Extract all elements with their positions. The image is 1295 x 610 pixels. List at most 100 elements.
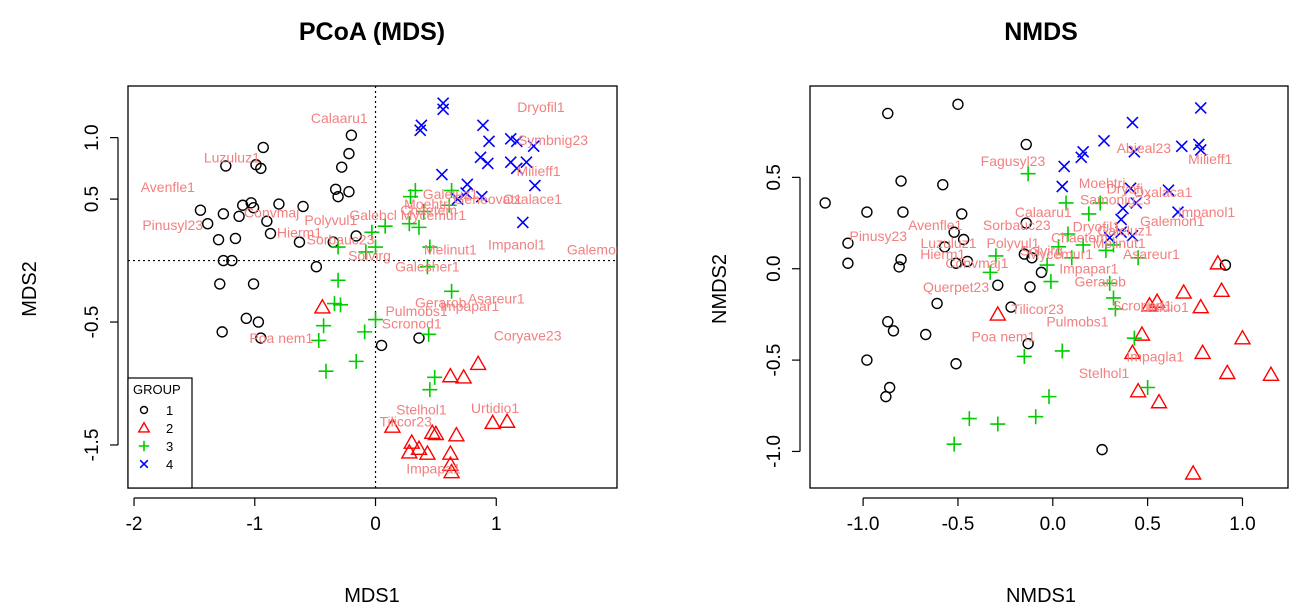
pcoa-point-group-1: [332, 190, 344, 203]
nmds-point-group-1: [931, 297, 943, 310]
nmds-site-label: Calaaru1: [1015, 204, 1072, 220]
nmds-site-label: Mycemur1: [1028, 246, 1094, 262]
pcoa-point-group-1: [201, 217, 214, 230]
pcoa-point-group-2: [423, 423, 441, 440]
nmds-site-label: Pinusy23: [849, 228, 907, 244]
pcoa-point-group-2: [498, 412, 516, 428]
nmds-y-tick-label: 0.5: [764, 164, 785, 190]
nmds-point-group-3: [1092, 195, 1108, 211]
pcoa-point-group-1: [233, 210, 245, 223]
nmds-point-group-4: [1171, 206, 1185, 219]
nmds-point-group-1: [938, 241, 951, 253]
nmds-point-group-3: [1041, 389, 1057, 405]
nmds-site-label: Pulmobs1: [1046, 314, 1108, 330]
nmds-point-group-1: [893, 261, 905, 273]
pcoa-point-group-4: [510, 135, 523, 148]
pcoa-y-tick-label: -0.5: [82, 306, 103, 339]
pcoa-point-group-1: [375, 339, 388, 352]
pcoa-point-group-4: [527, 140, 540, 153]
pcoa-point-group-2: [441, 444, 460, 460]
pcoa-point-group-3: [330, 239, 346, 255]
nmds-point-group-3: [1107, 301, 1123, 317]
pcoa-site-label: Tilicor23: [380, 414, 433, 430]
pcoa-site-label: Hierm1: [277, 224, 322, 240]
nmds-point-group-1: [992, 279, 1004, 291]
pcoa-point-group-1: [293, 236, 306, 248]
nmds-point-group-1: [1026, 252, 1038, 264]
nmds-point-group-2: [1212, 281, 1231, 297]
pcoa-site-label: Sorbauc23: [307, 232, 375, 248]
pcoa-legend-marker-2: [137, 421, 151, 433]
nmds-point-group-2: [1123, 343, 1142, 360]
pcoa-point-group-2: [418, 444, 437, 460]
pcoa-site-label: Galesher1: [395, 259, 460, 275]
nmds-point-group-3: [1075, 237, 1091, 253]
pcoa-point-group-1: [229, 232, 242, 245]
nmds-point-group-1: [895, 253, 907, 266]
pcoa-legend-box: [127, 377, 193, 489]
nmds-point-group-2: [1150, 393, 1168, 409]
nmds-site-label: Querpet23: [923, 279, 989, 295]
pcoa-point-group-4: [516, 216, 529, 229]
pcoa-point-group-2: [454, 368, 473, 384]
nmds-point-group-1: [1035, 266, 1048, 279]
nmds-site-label: Solvirg: [1020, 242, 1063, 258]
pcoa-point-group-2: [400, 443, 419, 459]
nmds-point-group-3: [1058, 195, 1074, 211]
nmds-site-label: Milieff1: [1188, 151, 1232, 167]
pcoa-site-label: Galeluz1: [423, 186, 478, 202]
pcoa-x-axis-label: MDS1: [344, 585, 400, 607]
nmds-point-group-2: [1129, 382, 1147, 398]
nmds-site-label: Asareur1: [1123, 246, 1180, 262]
nmds-point-group-1: [882, 316, 894, 328]
nmds-point-group-4: [1162, 184, 1175, 197]
nmds-site-label: Impagla1: [1126, 348, 1184, 364]
pcoa-point-group-3: [364, 224, 380, 240]
nmds-point-group-1: [952, 98, 964, 110]
pcoa-site-label: Calaaru1: [311, 110, 368, 126]
pcoa-legend-label: 3: [166, 439, 173, 454]
pcoa-point-group-1: [247, 202, 260, 214]
pcoa-legend-title: GROUP: [133, 382, 181, 397]
nmds-plot-frame: [809, 85, 1289, 489]
nmds-point-group-1: [1005, 301, 1017, 313]
nmds-x-tick-label: 0.5: [1134, 514, 1160, 535]
pcoa-point-group-1: [240, 312, 253, 325]
pcoa-site-label: Gerarob: [415, 294, 467, 310]
nmds-x-tick-label: 1.0: [1229, 514, 1255, 535]
pcoa-point-group-2: [483, 413, 502, 430]
nmds-point-group-1: [961, 255, 974, 268]
pcoa-site-label: Polyvul1: [304, 212, 357, 228]
nmds-point-group-1: [882, 107, 894, 120]
nmds-x-tick-label: -1.0: [847, 514, 880, 535]
nmds-point-group-3: [1020, 166, 1036, 182]
nmds-point-group-4: [1058, 160, 1071, 173]
nmds-point-group-4: [1116, 202, 1130, 215]
pcoa-site-label: Stelhol1: [396, 401, 447, 417]
pcoa-point-group-4: [437, 103, 450, 116]
nmds-point-group-2: [1193, 343, 1212, 360]
nmds-point-group-1: [950, 358, 962, 370]
nmds-site-label: Galemon1: [1140, 213, 1205, 229]
nmds-title: NMDS: [1004, 18, 1078, 46]
pcoa-point-group-1: [226, 254, 238, 267]
pcoa-point-group-2: [447, 426, 466, 442]
pcoa-legend-marker-4: [139, 459, 149, 469]
pcoa-point-group-4: [435, 168, 448, 181]
nmds-point-group-1: [1020, 217, 1032, 229]
nmds-site-label: Fagusyl23: [981, 153, 1046, 169]
pcoa-point-group-3: [422, 239, 438, 255]
pcoa-point-group-1: [214, 278, 226, 290]
pcoa-site-label: Galebcl: [349, 207, 396, 223]
nmds-site-label: Convmaj1: [945, 255, 1008, 271]
pcoa-point-group-3: [348, 353, 364, 369]
nmds-point-group-3: [1016, 348, 1032, 364]
nmds-point-group-4: [1056, 180, 1069, 193]
pcoa-point-group-2: [403, 433, 421, 449]
pcoa-point-group-1: [350, 230, 362, 242]
nmds-site-label: Gerarob: [1075, 274, 1127, 290]
nmds-site-label: Urtidio1: [1141, 299, 1189, 315]
pcoa-site-label: Scronod1: [382, 315, 442, 331]
nmds-point-group-4: [1128, 145, 1141, 158]
nmds-point-group-1: [819, 197, 831, 209]
